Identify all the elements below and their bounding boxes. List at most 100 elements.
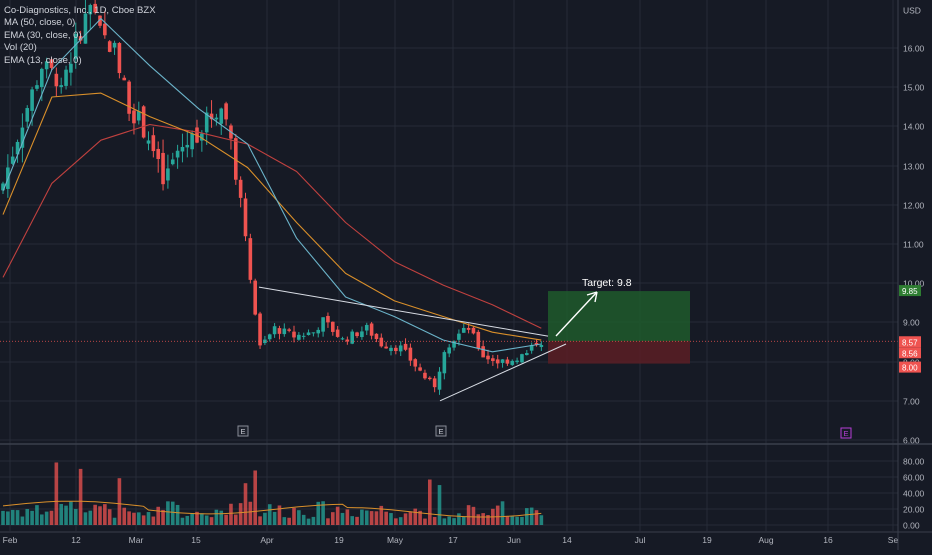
- volume-bar[interactable]: [209, 517, 214, 525]
- candle-body[interactable]: [258, 313, 262, 346]
- candle-body[interactable]: [69, 63, 73, 73]
- volume-bar[interactable]: [525, 508, 529, 525]
- ma50-line[interactable]: [2, 123, 542, 329]
- candle-body[interactable]: [306, 332, 311, 336]
- volume-bar[interactable]: [287, 517, 291, 525]
- volume-bar[interactable]: [170, 501, 175, 525]
- volume-bar[interactable]: [384, 511, 388, 525]
- candle-body[interactable]: [471, 327, 476, 334]
- volume-bar[interactable]: [243, 483, 248, 525]
- candle-body[interactable]: [282, 328, 287, 335]
- volume-bar[interactable]: [461, 516, 466, 525]
- candle-body[interactable]: [486, 355, 490, 360]
- candle-body[interactable]: [141, 106, 146, 138]
- candle-body[interactable]: [40, 68, 44, 88]
- volume-bar[interactable]: [379, 505, 384, 525]
- volume-bar[interactable]: [49, 510, 54, 525]
- volume-bar[interactable]: [219, 510, 224, 525]
- candle-body[interactable]: [452, 340, 456, 348]
- candle-body[interactable]: [190, 133, 194, 150]
- volume-bar[interactable]: [185, 515, 190, 525]
- candle-body[interactable]: [224, 103, 228, 120]
- candle-body[interactable]: [180, 146, 185, 152]
- volume-bar[interactable]: [277, 505, 282, 525]
- volume-bar[interactable]: [394, 518, 398, 525]
- candle-body[interactable]: [122, 77, 127, 81]
- candle-body[interactable]: [525, 353, 529, 356]
- legend-ema13[interactable]: EMA (13, close, 0): [4, 54, 82, 66]
- volume-bar[interactable]: [452, 518, 456, 525]
- volume-bar[interactable]: [471, 506, 476, 525]
- candle-body[interactable]: [340, 338, 345, 340]
- candle-body[interactable]: [287, 329, 291, 331]
- volume-bar[interactable]: [457, 513, 461, 525]
- volume-bar[interactable]: [20, 516, 25, 525]
- volume-bar[interactable]: [64, 505, 68, 525]
- volume-bar[interactable]: [10, 509, 15, 525]
- legend-ma50[interactable]: MA (50, close, 0): [4, 17, 76, 29]
- earnings-marker[interactable]: E: [237, 425, 249, 437]
- candle-body[interactable]: [476, 331, 481, 349]
- candle-body[interactable]: [423, 372, 427, 379]
- candle-body[interactable]: [30, 89, 34, 111]
- candle-body[interactable]: [466, 327, 471, 330]
- volume-bar[interactable]: [15, 510, 20, 525]
- candle-body[interactable]: [331, 321, 335, 332]
- candle-body[interactable]: [457, 333, 461, 340]
- candle-body[interactable]: [520, 354, 524, 363]
- candle-body[interactable]: [272, 326, 277, 335]
- candle-body[interactable]: [219, 108, 224, 124]
- candle-body[interactable]: [175, 150, 180, 158]
- candle-body[interactable]: [398, 345, 403, 352]
- volume-bar[interactable]: [98, 506, 102, 525]
- volume-bar[interactable]: [534, 510, 539, 525]
- volume-bar[interactable]: [88, 510, 93, 525]
- volume-bar[interactable]: [224, 514, 228, 525]
- candle-body[interactable]: [355, 332, 359, 337]
- candle-body[interactable]: [127, 81, 131, 114]
- volume-bar[interactable]: [93, 504, 97, 525]
- volume-bar[interactable]: [529, 507, 534, 525]
- earnings-marker[interactable]: E: [435, 425, 447, 437]
- candle-body[interactable]: [49, 59, 54, 68]
- candle-body[interactable]: [447, 347, 451, 354]
- candle-body[interactable]: [505, 359, 510, 364]
- candle-body[interactable]: [311, 332, 316, 334]
- volume-bar[interactable]: [282, 517, 287, 525]
- volume-bar[interactable]: [234, 514, 238, 525]
- volume-bar[interactable]: [35, 505, 39, 525]
- candle-body[interactable]: [437, 371, 442, 390]
- candle-body[interactable]: [243, 198, 248, 237]
- candle-body[interactable]: [534, 342, 539, 346]
- candle-body[interactable]: [360, 331, 364, 338]
- volume-bar[interactable]: [360, 509, 364, 525]
- legend-ema30[interactable]: EMA (30, close, 0): [4, 29, 82, 41]
- volume-bar[interactable]: [437, 485, 442, 525]
- candle-body[interactable]: [277, 328, 282, 334]
- volume-bar[interactable]: [122, 507, 127, 525]
- volume-bar[interactable]: [311, 516, 316, 525]
- candle-body[interactable]: [539, 344, 544, 348]
- volume-bar[interactable]: [156, 506, 160, 525]
- volume-bar[interactable]: [272, 511, 277, 525]
- volume-bar[interactable]: [132, 512, 136, 525]
- candle-body[interactable]: [248, 238, 253, 280]
- volume-bar[interactable]: [195, 511, 199, 525]
- candle-body[interactable]: [93, 3, 97, 13]
- candle-body[interactable]: [481, 346, 485, 358]
- candle-body[interactable]: [107, 41, 112, 52]
- volume-bar[interactable]: [6, 511, 10, 525]
- candle-body[interactable]: [209, 113, 214, 120]
- volume-bar[interactable]: [73, 508, 78, 525]
- volume-bar[interactable]: [428, 479, 432, 525]
- volume-bar[interactable]: [466, 505, 471, 525]
- candle-body[interactable]: [364, 324, 369, 331]
- candle-body[interactable]: [384, 346, 388, 349]
- volume-bar[interactable]: [69, 501, 73, 525]
- candle-body[interactable]: [491, 358, 495, 362]
- volume-bar[interactable]: [413, 508, 418, 525]
- candle-body[interactable]: [151, 135, 156, 152]
- candle-body[interactable]: [44, 61, 49, 70]
- volume-bar[interactable]: [200, 513, 204, 525]
- candle-body[interactable]: [369, 323, 374, 336]
